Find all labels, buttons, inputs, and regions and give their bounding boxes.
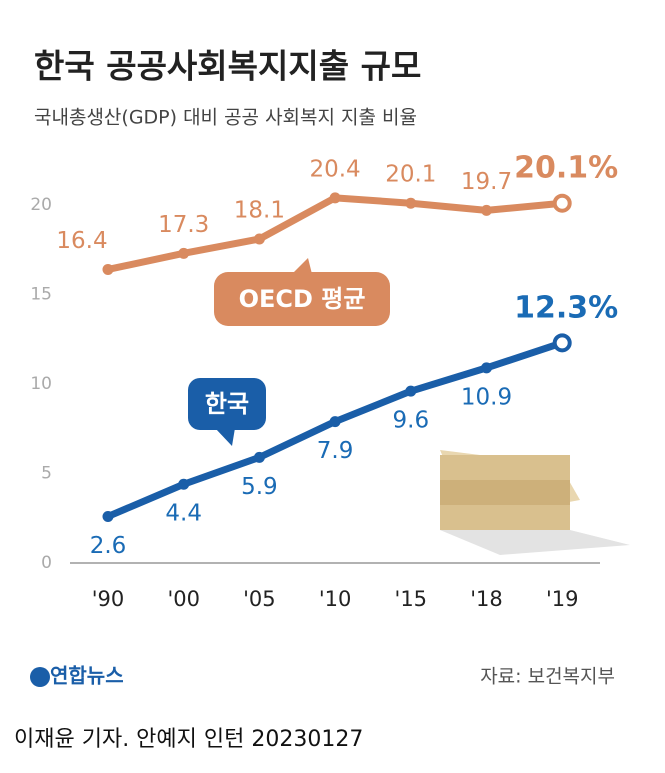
credit: 이재윤 기자. 안예지 인턴 20230127: [14, 727, 363, 752]
y-tick-label: 20: [30, 195, 52, 215]
point: [178, 247, 190, 259]
point: [253, 233, 265, 245]
value-label: 18.1: [234, 198, 285, 224]
point: [178, 478, 190, 490]
point: [329, 192, 341, 204]
money-illustration: [440, 450, 630, 555]
value-label: 17.3: [158, 212, 209, 238]
point: [481, 362, 492, 374]
y-tick-label: 10: [30, 374, 52, 394]
value-label: 12.3%: [514, 290, 618, 325]
source: 자료: 보건복지부: [480, 666, 615, 688]
x-tick-label: '18: [470, 587, 503, 611]
point: [405, 197, 417, 209]
y-tick-label: 15: [30, 285, 52, 305]
point: [102, 263, 114, 275]
chart-subtitle: 국내총생산(GDP) 대비 공공 사회복지 지출 비율: [34, 107, 417, 129]
point: [329, 416, 341, 428]
chart-title: 한국 공공사회복지지출 규모: [34, 47, 421, 86]
point: [552, 333, 572, 353]
oecd-bubble: OECD 평균: [214, 258, 390, 326]
value-label: 7.9: [317, 438, 354, 464]
y-tick-label: 5: [41, 464, 52, 484]
value-label: 19.7: [461, 169, 512, 195]
value-label: 5.9: [241, 474, 278, 500]
x-tick-label: '19: [546, 587, 579, 611]
x-tick-label: '00: [167, 587, 200, 611]
x-tick-label: '10: [319, 587, 352, 611]
x-tick-label: '05: [243, 587, 276, 611]
logo: 연합뉴스: [50, 664, 124, 688]
value-label: 20.1%: [514, 151, 618, 186]
y-tick-label: 0: [41, 553, 52, 573]
value-label: 20.4: [309, 156, 360, 182]
value-label: 2.6: [90, 533, 127, 559]
value-label: 10.9: [461, 384, 512, 410]
value-label: 16.4: [56, 228, 107, 254]
series-label: OECD 평균: [239, 285, 366, 313]
series-label: 한국: [205, 390, 249, 418]
background: [0, 0, 665, 700]
logo-icon: [30, 667, 50, 687]
value-label: 9.6: [393, 408, 430, 434]
point: [481, 204, 492, 216]
point: [552, 193, 572, 213]
korea-bubble: 한국: [188, 378, 266, 446]
value-label: 4.4: [165, 501, 202, 527]
x-tick-label: '15: [395, 587, 428, 611]
point: [405, 385, 417, 397]
point: [102, 510, 114, 522]
x-tick-label: '90: [92, 587, 125, 611]
point: [253, 451, 265, 463]
value-label: 20.1: [385, 162, 436, 188]
